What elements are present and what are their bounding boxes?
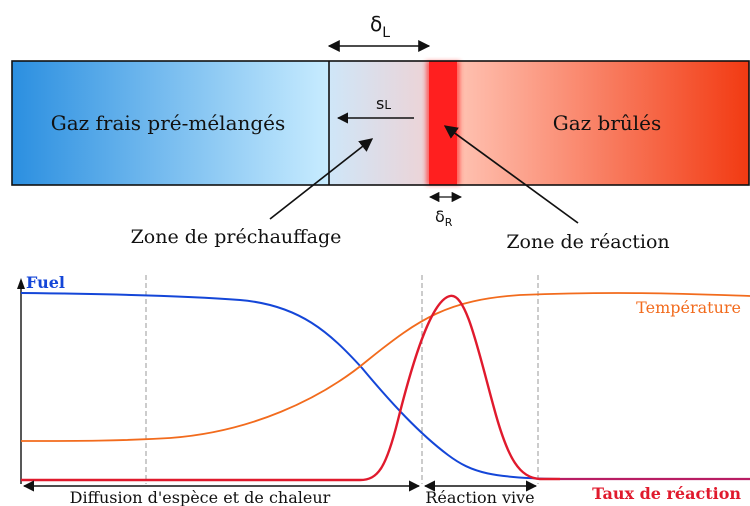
flame-speed-symbol: s: [376, 94, 384, 113]
zone-callouts: Zone de préchauffage Zone de réaction: [131, 125, 670, 253]
flame-speed-label: sL: [376, 94, 391, 113]
temperature-label: Température: [636, 298, 741, 317]
reaction-thickness-sub: R: [445, 216, 453, 229]
reaction-thickness-symbol: δ: [435, 207, 445, 226]
reaction-rate-curve: [21, 294, 560, 482]
reaction-thickness-marker: δR: [428, 191, 463, 229]
profile-plot: Fuel Température Taux de réaction Diffus…: [17, 273, 750, 506]
diffusion-zone-label: Diffusion d'espèce et de chaleur: [70, 488, 331, 506]
fuel-curve: [20, 292, 750, 480]
preheat-zone-label: Zone de préchauffage: [131, 226, 342, 248]
fresh-gas-zone: [12, 61, 329, 185]
burnt-gas-label: Gaz brûlés: [553, 111, 662, 135]
preheat-zone: [329, 61, 429, 185]
burnt-gas-zone: [457, 61, 749, 185]
preheat-pointer-arrow: [269, 138, 374, 220]
reaction-zone-plot-label: Réaction vive: [425, 488, 534, 506]
reaction-thickness-label: δR: [435, 207, 453, 229]
flame-thickness-symbol: δ: [370, 12, 382, 36]
fuel-label: Fuel: [26, 273, 65, 292]
flame-speed-sub: L: [384, 98, 391, 112]
flame-thickness-label: δL: [370, 12, 390, 41]
reaction-pointer-arrow: [443, 125, 579, 224]
flame-thickness-marker: δL: [327, 12, 431, 52]
fresh-gas-label: Gaz frais pré-mélangés: [51, 111, 286, 135]
flame-thickness-sub: L: [382, 25, 390, 41]
reaction-rate-label: Taux de réaction: [592, 484, 741, 503]
flame-bar: Gaz frais pré-mélangés Gaz brûlés: [11, 60, 750, 186]
temperature-curve: [20, 292, 750, 442]
flame-bar-outline: [11, 60, 750, 186]
reaction-zone-band: [429, 61, 457, 185]
reaction-zone-callout-label: Zone de réaction: [506, 231, 669, 253]
y-axis-arrow-tip: [17, 278, 25, 289]
flame-speed-marker: sL: [336, 94, 414, 124]
